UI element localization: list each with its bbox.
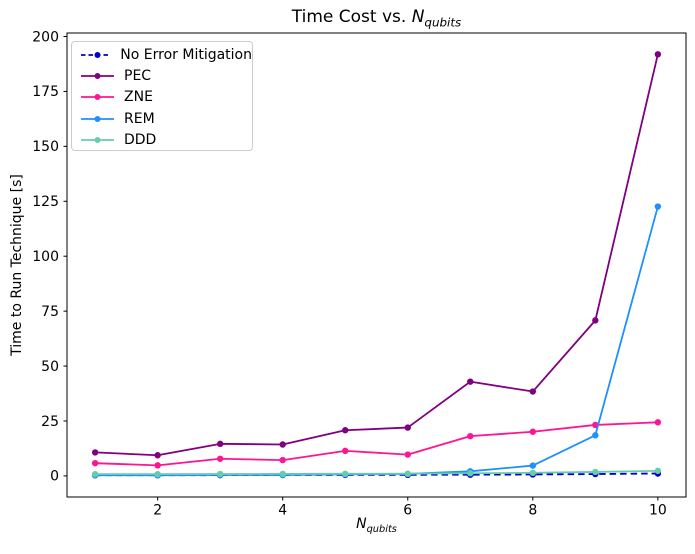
data-point-marker xyxy=(91,459,99,467)
series-zne xyxy=(91,419,662,469)
series-line-rem xyxy=(95,206,659,477)
x-axis-label-variable: N xyxy=(356,516,367,532)
x-axis-label: Nqubits xyxy=(67,516,686,535)
legend-marker xyxy=(94,94,101,101)
legend-item-ddd: DDD xyxy=(80,130,252,151)
x-axis-label-subscript: qubits xyxy=(366,523,397,535)
y-axis: 0 25 50 75 100 125 150 175 200 xyxy=(32,29,67,485)
y-tick-label: 100 xyxy=(32,249,59,265)
legend-label: No Error Mitigation xyxy=(120,46,252,63)
legend-line-sample xyxy=(81,94,114,101)
data-point-marker xyxy=(404,470,411,477)
data-point-marker xyxy=(654,467,662,475)
y-tick-label: 125 xyxy=(32,194,59,210)
data-point-marker xyxy=(529,462,537,469)
x-tick-label: 10 xyxy=(649,503,667,519)
data-point-marker xyxy=(529,469,537,477)
data-point-marker xyxy=(342,447,349,455)
x-tick-label: 2 xyxy=(153,503,162,519)
y-tick-label: 75 xyxy=(41,304,59,320)
data-point-marker xyxy=(342,470,349,478)
chart-title-subscript: qubits xyxy=(424,15,462,30)
series-line-ddd xyxy=(95,469,658,476)
data-point-marker xyxy=(404,424,411,431)
data-point-marker xyxy=(91,449,99,456)
data-point-marker xyxy=(154,462,161,469)
y-tick-label: 175 xyxy=(32,84,59,100)
x-tick-label: 8 xyxy=(528,503,537,519)
legend-item-no-error-mitigation: No Error Mitigation xyxy=(80,44,252,65)
y-axis-label: Time to Run Technique [s] xyxy=(9,174,25,356)
data-point-marker xyxy=(342,427,349,434)
data-point-marker xyxy=(279,456,286,464)
legend-item-pec: PEC xyxy=(80,65,252,86)
x-tick-label: 6 xyxy=(403,503,412,519)
legend-label: ZNE xyxy=(124,89,153,106)
data-point-marker xyxy=(654,51,662,58)
chart-title-prefix: Time Cost vs. xyxy=(291,7,412,27)
data-point-marker xyxy=(154,470,161,478)
legend-line-sample xyxy=(81,115,114,122)
series-ddd xyxy=(91,467,662,478)
data-point-marker xyxy=(467,378,474,385)
legend-item-rem: REM xyxy=(80,108,252,129)
legend-label: PEC xyxy=(124,68,152,85)
legend-label: REM xyxy=(124,110,155,127)
y-tick-label: 200 xyxy=(32,29,59,45)
data-point-marker xyxy=(592,468,599,476)
series-line-zne xyxy=(95,421,658,467)
legend-line-sample xyxy=(81,137,114,144)
data-point-marker xyxy=(279,441,286,448)
chart-title: Time Cost vs. Nqubits xyxy=(67,7,686,29)
legend-marker xyxy=(94,137,101,144)
data-point-marker xyxy=(529,428,537,435)
legend-marker xyxy=(94,51,101,58)
x-tick-label: 4 xyxy=(278,503,287,519)
legend-label: DDD xyxy=(124,132,157,149)
legend-item-zne: ZNE xyxy=(80,87,252,108)
data-point-marker xyxy=(467,470,474,477)
x-axis: 2 4 6 8 10 xyxy=(153,497,667,519)
y-tick-label: 150 xyxy=(32,139,59,155)
legend: No Error Mitigation PEC ZNE REM DDD xyxy=(71,41,253,151)
legend-line-sample xyxy=(81,73,114,80)
plot-border xyxy=(66,32,687,498)
series-pec xyxy=(91,51,662,459)
y-tick-label: 0 xyxy=(50,469,59,485)
legend-line-sample xyxy=(81,51,112,58)
legend-marker xyxy=(94,73,101,80)
series-rem xyxy=(91,203,662,479)
data-point-marker xyxy=(467,432,474,440)
data-point-marker xyxy=(654,203,662,210)
data-point-marker xyxy=(592,317,599,324)
series-line-pec xyxy=(95,54,659,457)
data-point-marker xyxy=(592,432,599,439)
legend-marker xyxy=(94,115,101,122)
data-point-marker xyxy=(91,470,99,478)
data-point-marker xyxy=(404,451,411,458)
data-point-marker xyxy=(654,419,662,426)
data-point-marker xyxy=(279,470,286,478)
data-point-marker xyxy=(216,455,224,462)
y-tick-label: 50 xyxy=(41,359,59,375)
y-tick-label: 25 xyxy=(41,414,59,430)
data-point-marker xyxy=(529,388,537,395)
chart-title-variable: N xyxy=(411,7,425,27)
data-point-marker xyxy=(216,440,224,448)
data-point-marker xyxy=(154,452,161,459)
data-point-marker xyxy=(216,470,224,478)
